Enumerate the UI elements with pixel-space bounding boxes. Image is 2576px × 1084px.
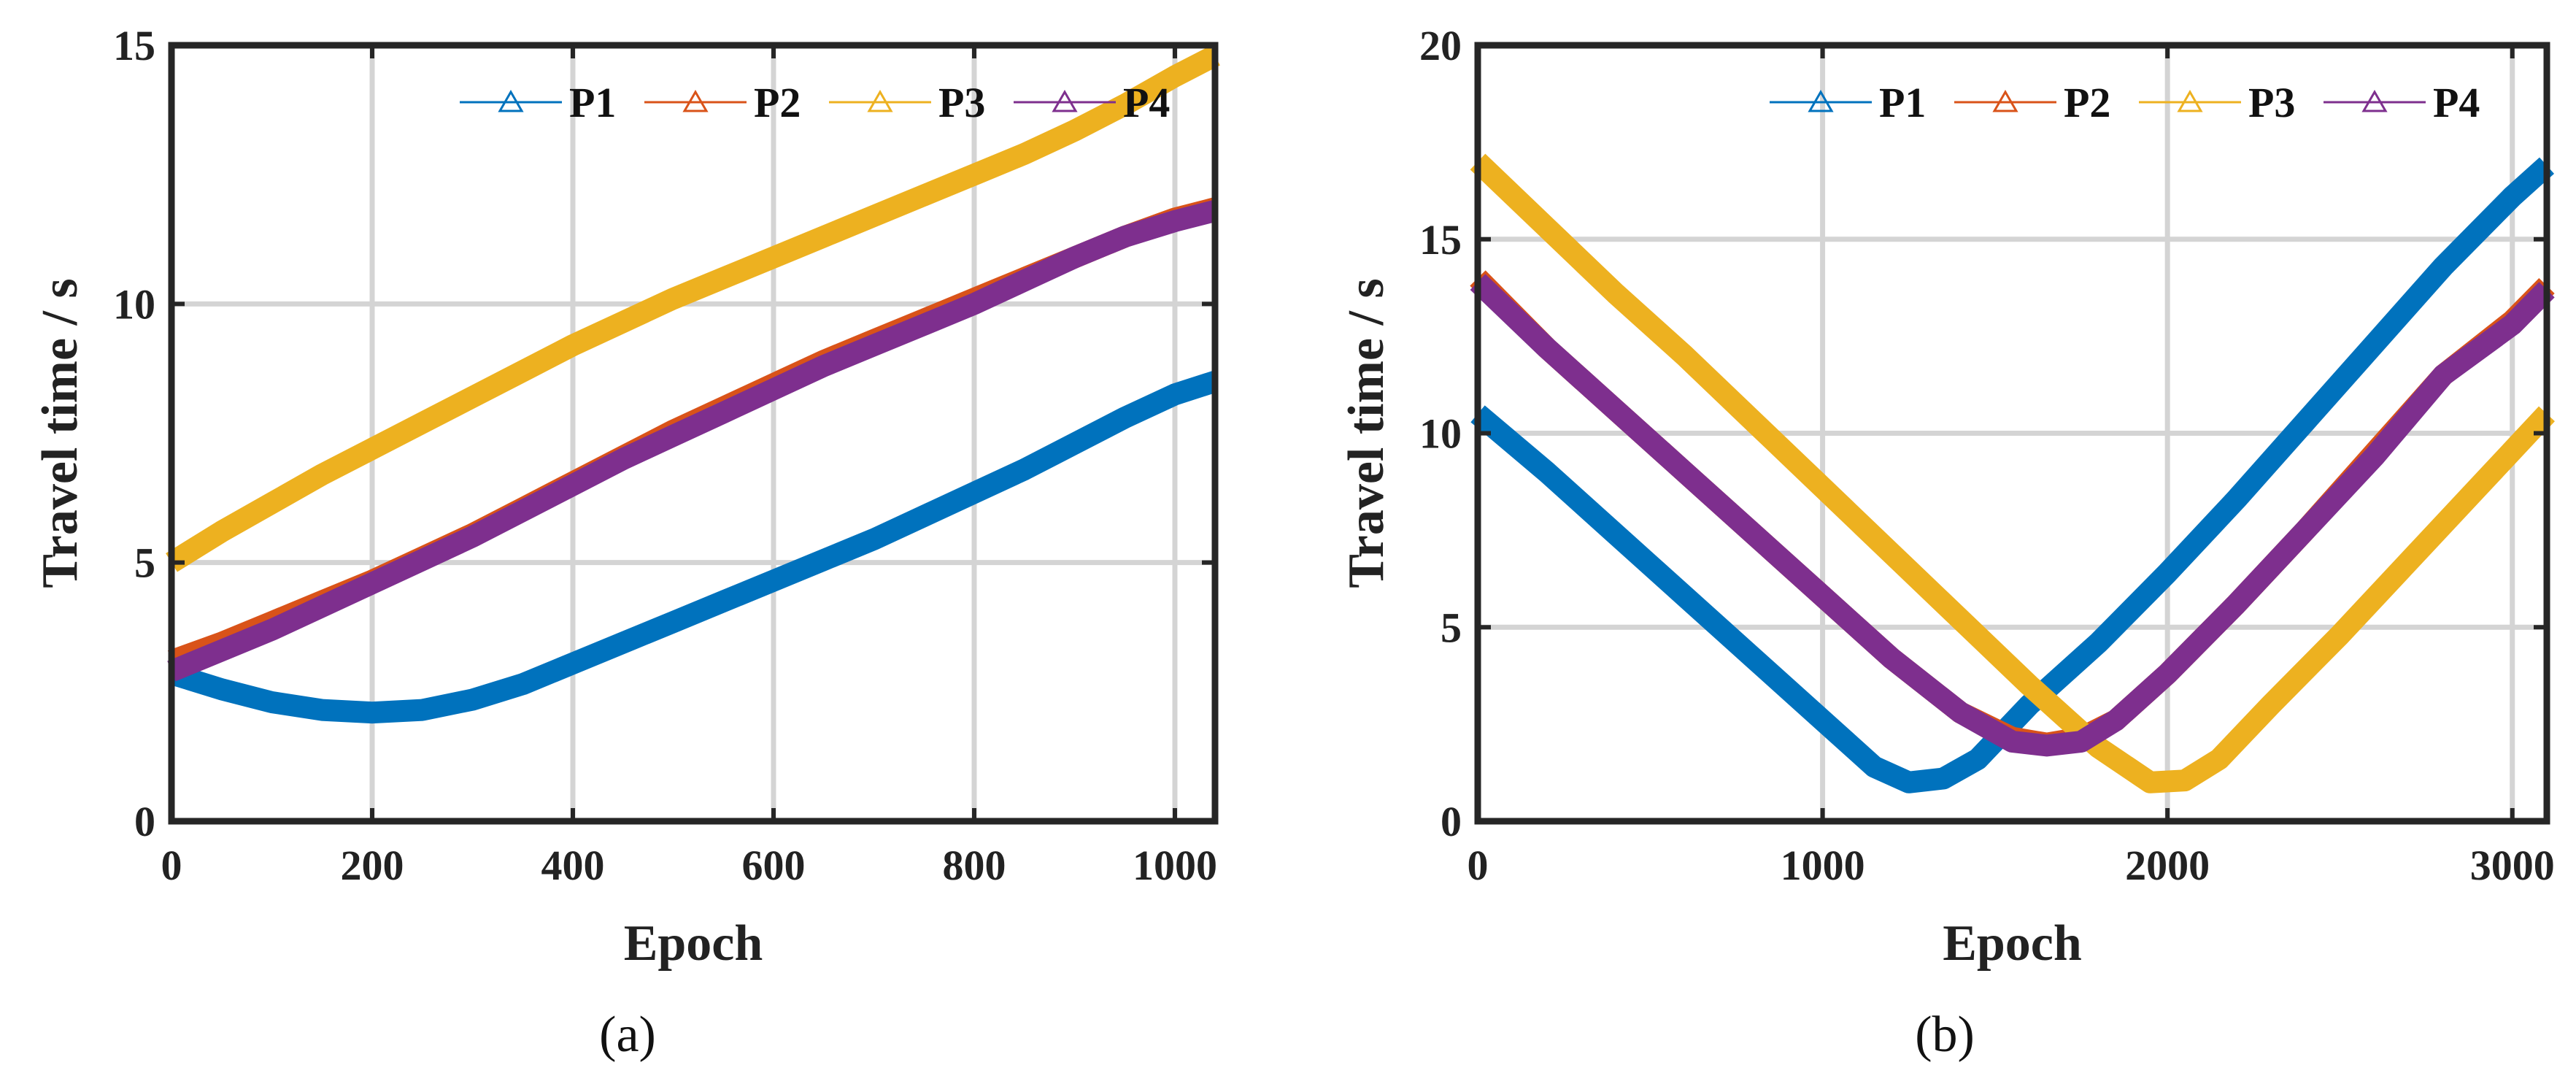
legend-label: P2: [754, 79, 801, 126]
legend-item-p4: P4: [2324, 79, 2480, 126]
legend-label: P4: [2433, 79, 2480, 126]
y-tick-label: 15: [113, 22, 155, 69]
x-tick-label: 200: [341, 842, 404, 889]
triangle-marker-icon: [1052, 89, 1078, 112]
triangle-marker-icon: [1992, 89, 2018, 112]
legend-label: P4: [1123, 79, 1170, 126]
y-tick-label: 0: [1441, 798, 1462, 845]
series-line-p1: [1470, 157, 2555, 793]
legend-item-p1: P1: [460, 79, 616, 126]
triangle-marker-icon: [682, 89, 709, 112]
triangle-marker-icon: [2361, 89, 2388, 112]
y-tick-label: 0: [134, 798, 155, 845]
legend-label: P1: [569, 79, 616, 126]
y-tick-label: 5: [1441, 604, 1462, 651]
triangle-marker-icon: [2177, 89, 2203, 112]
series-line-p4: [167, 200, 1218, 682]
y-tick-label: 20: [1419, 22, 1462, 69]
series-line-p1: [168, 371, 1219, 724]
y-tick-label: 5: [134, 539, 155, 587]
axes-frame: [168, 42, 1219, 825]
legend-item-p2: P2: [644, 79, 801, 126]
x-tick-label: 0: [161, 842, 182, 889]
legend: P1 P2 P3 P4: [460, 79, 1170, 126]
y-axis-title: Travel time / s: [1338, 278, 1395, 588]
y-axis-title: Travel time / s: [32, 278, 88, 588]
legend: P1 P2 P3 P4: [1770, 79, 2480, 126]
triangle-marker-icon: [867, 89, 893, 112]
x-tick-label: 2000: [2125, 842, 2210, 889]
legend-label: P3: [2248, 79, 2295, 126]
chart-panel-a: 0 200 400 600 800 1000 0 5 10 15 Epoch Travel time …: [32, 22, 1220, 1063]
chart-panel-b: 0 1000 2000 3000 0 5 10 15 20 Epoch Travel time / …: [1338, 22, 2555, 1063]
legend-label: P3: [938, 79, 985, 126]
legend-item-p2: P2: [1954, 79, 2110, 126]
series-line-p3: [166, 45, 1220, 572]
legend-item-p3: P3: [829, 79, 985, 126]
x-axis-title: Epoch: [1943, 915, 2082, 972]
x-tick-label: 400: [541, 842, 605, 889]
x-tick-label: 1000: [1133, 842, 1217, 889]
legend-item-p3: P3: [2139, 79, 2295, 126]
triangle-marker-icon: [498, 89, 524, 112]
x-axis-title: Epoch: [624, 915, 763, 972]
triangle-marker-icon: [1808, 89, 1834, 112]
y-tick-label: 15: [1419, 216, 1462, 264]
legend-item-p4: P4: [1014, 79, 1170, 126]
x-tick-label: 0: [1468, 842, 1489, 889]
panel-caption: (a): [599, 1007, 656, 1063]
panel-caption: (b): [1915, 1007, 1975, 1063]
legend-item-p1: P1: [1770, 79, 1926, 126]
legend-label: P2: [2064, 79, 2110, 126]
y-tick-label: 10: [113, 280, 155, 328]
y-tick-label: 10: [1419, 410, 1462, 458]
x-tick-label: 600: [742, 842, 806, 889]
x-tick-label: 1000: [1781, 842, 1865, 889]
series-line-p3: [1470, 153, 2555, 793]
x-tick-label: 800: [943, 842, 1006, 889]
legend-label: P1: [1879, 79, 1926, 126]
series-line-p4: [1470, 274, 2555, 757]
x-tick-label: 3000: [2470, 842, 2555, 889]
